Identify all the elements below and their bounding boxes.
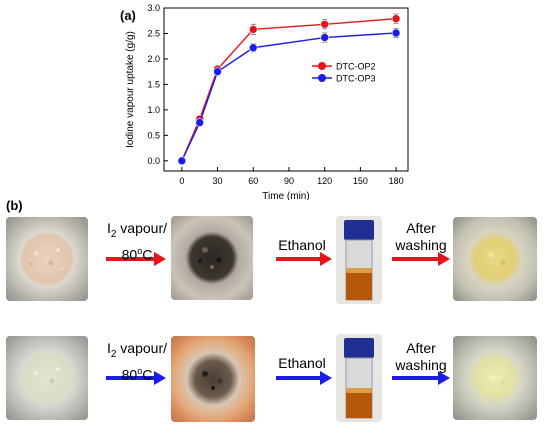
row2-label-iodine-vapour: I2 vapour/ 80oC [106, 340, 168, 383]
washed-texture [488, 252, 506, 266]
photo-dtc-op2-after-washing [453, 217, 537, 301]
data-point [248, 25, 258, 34]
data-point [177, 156, 187, 166]
x-tick-label: 90 [284, 176, 294, 186]
row1-label-iodine-vapour: I2 vapour/ 80oC [106, 220, 168, 263]
row2-arrow-3-head [438, 371, 450, 385]
row2-arrows [106, 371, 450, 385]
row2-arrow-1-head [154, 371, 166, 385]
photo-dtc-op3-iodine-loaded [171, 336, 255, 422]
y-tick-label: 1.5 [147, 79, 160, 89]
y-tick-label: 0.5 [147, 130, 160, 140]
x-tick-label: 0 [179, 176, 184, 186]
photo-dtc-op2-iodine-loaded [171, 216, 253, 300]
row2-arrow-2-head [320, 371, 332, 385]
y-axis-label: Iodine vapour uptake (g/g) [125, 31, 136, 148]
x-tick-label: 180 [389, 176, 404, 186]
data-point [320, 19, 329, 29]
legend-marker [318, 62, 326, 70]
x-tick-label: 60 [248, 176, 258, 186]
row1-arrow-1-head [154, 252, 166, 266]
iodine-uptake-chart: 0 30 60 90 120 150 180 0.0 0.5 1.0 1.5 2.0 2.5 3.0 Tim… [125, 3, 409, 200]
legend-label: DTC-OP3 [336, 74, 376, 84]
y-tick-label: 3.0 [147, 3, 160, 13]
y-tick-label: 2.0 [147, 54, 160, 64]
data-point [195, 118, 205, 127]
data-point [248, 43, 258, 53]
row1-arrow-2-head [320, 252, 332, 266]
loaded-texture [197, 247, 222, 269]
data-point [391, 28, 401, 38]
row2-label-ethanol: Ethanol [278, 355, 326, 371]
x-tick-label: 30 [213, 176, 223, 186]
data-point [213, 67, 222, 76]
row1-label-after-washing: After washing [395, 220, 447, 253]
series-line [181, 32, 397, 162]
series-line [181, 17, 397, 162]
y-tick-label: 1.0 [147, 105, 160, 115]
x-axis-label: Time (min) [262, 191, 309, 200]
row2-label-after-washing: After washing [395, 340, 447, 373]
row1-label-ethanol: Ethanol [278, 237, 326, 253]
series-DTC-OP3 [177, 27, 401, 166]
x-tick-label: 120 [317, 176, 332, 186]
y-tick-label: 0.0 [147, 156, 160, 166]
row1-arrow-3-head [438, 252, 450, 266]
legend-label: DTC-OP2 [336, 62, 376, 72]
chart-legend: DTC-OP2 DTC-OP3 [312, 62, 376, 84]
data-point [320, 33, 329, 42]
vial-icon [344, 220, 374, 301]
photo-dtc-op2-initial [6, 217, 88, 301]
photo-dtc-op2-ethanol-vial [336, 216, 382, 304]
y-tick-label: 2.5 [147, 28, 160, 38]
panel-a-label: (a) [120, 8, 136, 23]
washed-texture [490, 375, 506, 386]
chart-axes: 0 30 60 90 120 150 180 0.0 0.5 1.0 1.5 2.0 2.5 3.0 Tim… [125, 3, 409, 200]
loaded-texture [198, 371, 223, 390]
powder-texture [34, 367, 60, 391]
data-point [391, 14, 401, 23]
row1-arrows [106, 252, 450, 266]
powder-texture [29, 248, 64, 273]
photo-dtc-op3-ethanol-vial [336, 334, 382, 422]
x-tick-label: 150 [353, 176, 368, 186]
chart-series [177, 13, 401, 166]
vial-icon [344, 338, 374, 419]
photo-dtc-op3-after-washing [453, 336, 537, 420]
plot-frame [163, 7, 409, 172]
legend-marker [318, 74, 326, 82]
photo-dtc-op3-initial [6, 336, 88, 420]
panel-b-label: (b) [6, 198, 23, 213]
